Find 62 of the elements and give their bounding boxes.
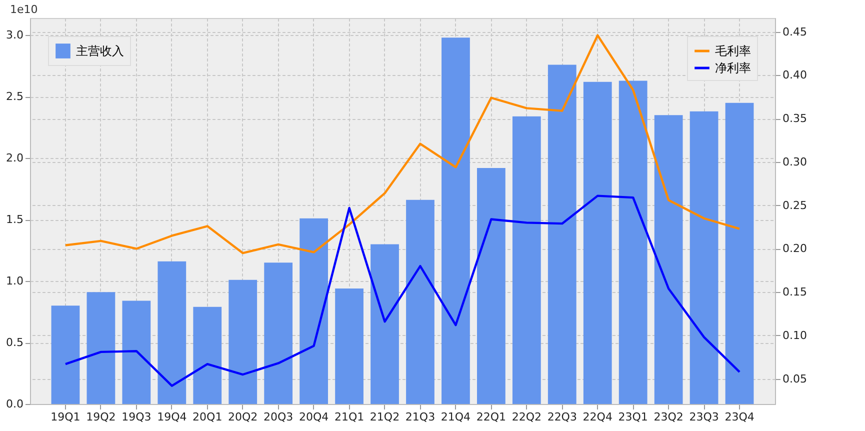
x-tick-label: 22Q1 [476, 410, 506, 424]
y-tick-label: 0.0 [6, 398, 24, 410]
y2-tick-label: 0.45 [782, 25, 807, 38]
bar [370, 244, 399, 404]
legend-label: 主营收入 [76, 44, 124, 58]
y2-tick-label: 0.30 [782, 155, 807, 168]
y-tick-label: 1.5 [6, 213, 24, 226]
x-tick-label: 23Q1 [618, 410, 648, 424]
bar [442, 38, 470, 404]
bar [228, 280, 258, 404]
x-tick-label: 23Q3 [689, 410, 719, 424]
x-tick-label: 23Q4 [724, 410, 754, 424]
x-tick-label: 22Q3 [547, 410, 577, 424]
bar [477, 168, 506, 404]
bar [654, 115, 683, 404]
x-tick-label: 21Q4 [440, 410, 471, 424]
y2-tick-label: 0.40 [782, 68, 807, 82]
line-series [64, 194, 741, 387]
x-tick-label: 20Q3 [264, 410, 294, 424]
y-tick-label: 3.0 [6, 28, 24, 42]
bar [618, 80, 648, 404]
bar [86, 292, 116, 404]
x-tick-label: 19Q3 [122, 410, 152, 424]
x-tick-label: 20Q4 [298, 410, 329, 424]
y2-tick-label: 0.05 [782, 372, 807, 386]
x-tick-label: 20Q2 [228, 410, 258, 424]
x-tick-label: 21Q2 [370, 410, 400, 424]
bar [335, 288, 364, 404]
bar [406, 200, 434, 404]
y-tick-label: 0.5 [6, 336, 24, 350]
bar [583, 82, 612, 404]
bar [725, 102, 754, 404]
y2-tick-label: 0.10 [782, 328, 807, 342]
x-tick-label: 23Q2 [654, 410, 684, 424]
x-tick-label: 22Q2 [512, 410, 542, 424]
bar [548, 64, 576, 404]
bar [193, 306, 222, 404]
y2-tick-label: 0.15 [782, 286, 807, 299]
bar [51, 306, 80, 404]
bar [300, 218, 328, 404]
text: 1e10 [10, 3, 38, 16]
x-tick-label: 21Q1 [334, 410, 364, 424]
bar [512, 116, 541, 404]
y2-tick-label: 0.25 [782, 198, 807, 212]
bar [122, 300, 151, 404]
bar [690, 111, 718, 404]
y-tick-label: 2.0 [6, 152, 24, 165]
x-tick-label: 20Q1 [192, 410, 222, 424]
legend-label: 净利率 [715, 61, 751, 75]
legend-label: 毛利率 [715, 44, 751, 58]
y2-tick-label: 0.35 [782, 112, 807, 126]
x-tick-label: 22Q4 [582, 410, 612, 424]
bar [158, 261, 186, 404]
bar [264, 262, 293, 404]
x-tick-label: 19Q2 [86, 410, 116, 424]
y2-tick-label: 0.20 [782, 242, 807, 256]
x-tick-label: 21Q3 [405, 410, 436, 424]
y-tick-label: 2.5 [6, 90, 24, 104]
y-tick-label: 1.0 [6, 274, 24, 288]
x-tick-label: 19Q4 [157, 410, 187, 424]
x-tick-label: 19Q1 [50, 410, 80, 424]
line-series [64, 34, 741, 254]
